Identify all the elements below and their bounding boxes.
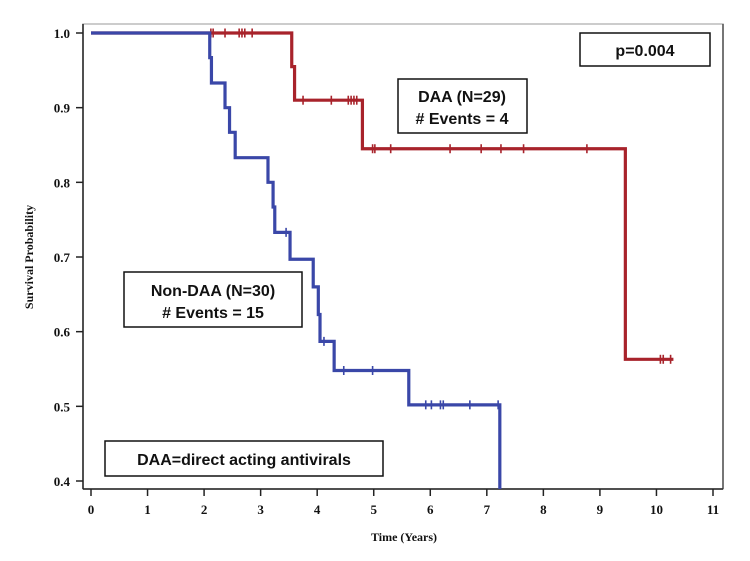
x-tick-label: 10 [650,502,663,517]
series-daa [91,28,674,364]
y-tick-label: 1.0 [54,26,70,41]
series-non-daa [91,31,502,489]
y-tick-label: 0.9 [54,101,71,116]
x-axis-title: Time (Years) [371,530,437,544]
nondaa-legend-box: Non-DAA (N=30) # Events = 15 [123,271,303,328]
x-tick-label: 5 [370,502,377,517]
footnote-box: DAA=direct acting antivirals [104,440,384,477]
x-tick-label: 6 [427,502,434,517]
y-tick-label: 0.6 [54,325,71,340]
y-tick-label: 0.4 [54,474,71,489]
survival-curves [91,28,674,489]
km-curve-non-daa [91,31,502,489]
pvalue-box: p=0.004 [579,32,711,67]
x-tick-label: 7 [484,502,491,517]
x-tick-label: 3 [257,502,264,517]
x-tick-label: 4 [314,502,321,517]
x-tick-label: 8 [540,502,547,517]
x-tick-label: 9 [597,502,604,517]
pvalue-text: p=0.004 [615,43,674,60]
nondaa-legend-title: Non-DAA (N=30) [151,283,275,300]
x-tick-label: 2 [201,502,208,517]
km-curve-daa [91,31,674,361]
daa-legend-box: DAA (N=29) # Events = 4 [397,78,528,134]
x-tick-label: 1 [144,502,151,517]
daa-legend-events: # Events = 4 [416,111,509,128]
y-tick-label: 0.7 [54,250,71,265]
x-tick-label: 11 [707,502,719,517]
nondaa-legend-events: # Events = 15 [162,305,264,322]
y-tick-label: 0.8 [54,175,71,190]
x-ticks: 0 1 2 3 4 5 6 7 8 9 10 11 [88,489,719,517]
y-axis-title: Survival Probability [22,205,36,309]
daa-legend-title: DAA (N=29) [418,89,506,106]
x-tick-label: 0 [88,502,95,517]
y-ticks: 0.4 0.5 0.6 0.7 0.8 0.9 1.0 [54,26,83,489]
footnote-text: DAA=direct acting antivirals [137,452,351,469]
y-tick-label: 0.5 [54,399,71,414]
